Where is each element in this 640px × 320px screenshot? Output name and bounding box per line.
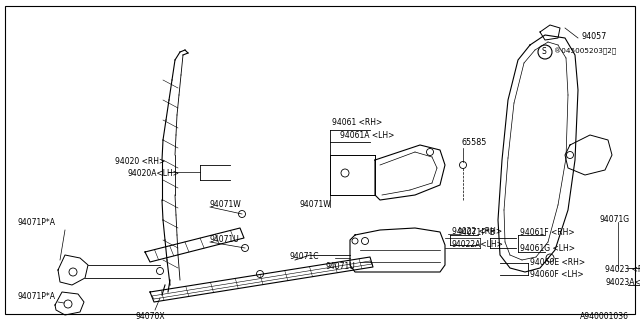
Text: 94022A<LH>: 94022A<LH> [452, 240, 504, 249]
Text: 94071U: 94071U [210, 235, 240, 244]
Text: 94061G <LH>: 94061G <LH> [520, 244, 575, 253]
Text: 94020 <RH>: 94020 <RH> [115, 157, 165, 166]
Text: 94070X: 94070X [135, 312, 164, 320]
Text: S: S [541, 47, 546, 56]
Text: 94071P*A: 94071P*A [18, 292, 56, 301]
Text: 94057: 94057 [581, 32, 606, 41]
Text: 94071W: 94071W [300, 200, 332, 209]
Text: 94071P*A: 94071P*A [18, 218, 56, 227]
Text: 94061F <RH>: 94061F <RH> [520, 228, 575, 237]
Text: 94071P*B: 94071P*B [458, 228, 496, 237]
Text: 94060E <RH>: 94060E <RH> [530, 258, 585, 267]
Text: 94071U: 94071U [325, 262, 355, 271]
Text: 94061A <LH>: 94061A <LH> [340, 131, 394, 140]
Text: 94071C: 94071C [290, 252, 319, 261]
Text: A940001036: A940001036 [580, 312, 629, 320]
Text: 94022 <RH>: 94022 <RH> [452, 227, 502, 236]
Text: 94023 <RH>: 94023 <RH> [605, 265, 640, 274]
Text: 94071W: 94071W [210, 200, 242, 209]
Text: 94023A<LH>: 94023A<LH> [605, 278, 640, 287]
Text: ®045005203（2）: ®045005203（2） [554, 48, 616, 55]
Text: 94020A<LH>: 94020A<LH> [128, 169, 180, 178]
Text: 65585: 65585 [462, 138, 488, 147]
Text: 94071G: 94071G [600, 215, 630, 224]
Text: 94060F <LH>: 94060F <LH> [530, 270, 584, 279]
Text: 94061 <RH>: 94061 <RH> [332, 118, 382, 127]
